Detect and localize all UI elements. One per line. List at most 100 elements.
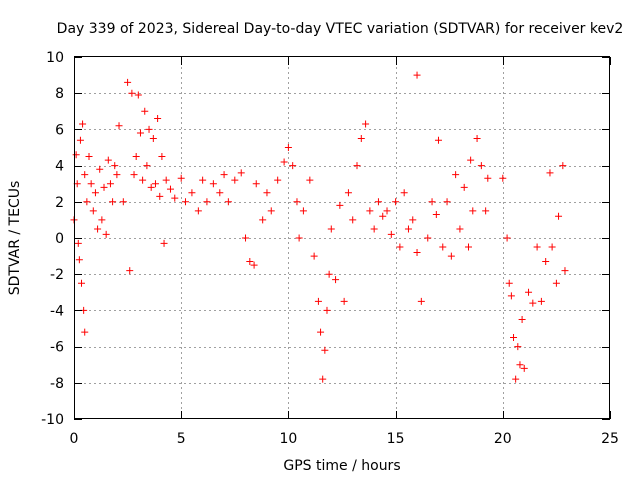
x-tick-label-4: 20 bbox=[494, 431, 512, 447]
data-point-0-4 bbox=[75, 256, 83, 264]
data-point-0-20 bbox=[102, 230, 110, 238]
data-point-0-134 bbox=[529, 299, 537, 307]
data-point-0-14 bbox=[89, 207, 97, 215]
data-point-0-13 bbox=[87, 180, 95, 188]
data-point-0-18 bbox=[98, 216, 106, 224]
data-point-0-33 bbox=[134, 91, 142, 99]
axis-ticks bbox=[74, 57, 611, 420]
data-point-0-54 bbox=[203, 198, 211, 206]
data-point-0-100 bbox=[400, 189, 408, 197]
data-point-0-131 bbox=[518, 315, 526, 323]
y-tick-label-2: -6 bbox=[50, 340, 64, 356]
data-point-0-115 bbox=[460, 183, 468, 191]
data-point-0-6 bbox=[78, 279, 86, 287]
data-point-0-34 bbox=[136, 129, 144, 137]
plot-frame bbox=[74, 56, 610, 419]
data-point-0-63 bbox=[250, 261, 258, 269]
data-point-0-45 bbox=[160, 239, 168, 247]
x-tick-label-5: 25 bbox=[601, 431, 619, 447]
data-point-0-140 bbox=[552, 279, 560, 287]
data-point-0-105 bbox=[417, 297, 425, 305]
y-tick-label-8: 6 bbox=[55, 122, 64, 138]
data-point-0-118 bbox=[469, 207, 477, 215]
data-point-0-3 bbox=[74, 239, 82, 247]
data-point-0-47 bbox=[166, 185, 174, 193]
data-point-0-27 bbox=[119, 198, 127, 206]
data-point-0-32 bbox=[132, 153, 140, 161]
data-point-0-10 bbox=[81, 171, 89, 179]
tick-labels: 0 5 10 15 20 25 -10 -8 -6 -4 -2 0 2 4 6 8 10 bbox=[41, 50, 619, 447]
data-point-0-31 bbox=[130, 171, 138, 179]
data-point-0-67 bbox=[267, 207, 275, 215]
data-point-0-135 bbox=[533, 243, 541, 251]
data-point-0-9 bbox=[81, 328, 89, 336]
data-point-0-83 bbox=[327, 225, 335, 233]
data-point-0-104 bbox=[413, 248, 421, 256]
data-point-0-103 bbox=[413, 71, 421, 79]
x-tick-label-3: 15 bbox=[387, 431, 405, 447]
data-point-0-23 bbox=[109, 198, 117, 206]
data-point-0-42 bbox=[154, 115, 162, 123]
y-tick-label-10: 10 bbox=[46, 50, 64, 66]
data-point-0-28 bbox=[124, 78, 132, 86]
data-point-0-44 bbox=[158, 153, 166, 161]
data-point-0-16 bbox=[94, 225, 102, 233]
data-point-0-73 bbox=[295, 234, 303, 242]
data-point-0-120 bbox=[477, 162, 485, 170]
data-point-0-78 bbox=[317, 328, 325, 336]
data-point-0-81 bbox=[323, 306, 331, 314]
data-point-0-55 bbox=[209, 180, 217, 188]
data-point-0-101 bbox=[404, 225, 412, 233]
data-point-0-93 bbox=[370, 225, 378, 233]
data-point-0-107 bbox=[428, 198, 436, 206]
data-point-0-141 bbox=[555, 212, 563, 220]
data-point-0-114 bbox=[456, 225, 464, 233]
data-point-0-94 bbox=[374, 198, 382, 206]
x-tick-label-2: 10 bbox=[279, 431, 297, 447]
data-point-0-89 bbox=[353, 162, 361, 170]
data-point-0-12 bbox=[85, 153, 93, 161]
y-tick-label-0: -10 bbox=[41, 412, 64, 428]
data-point-0-121 bbox=[482, 207, 490, 215]
data-point-0-41 bbox=[151, 180, 159, 188]
data-point-0-76 bbox=[310, 252, 318, 260]
data-point-0-51 bbox=[188, 189, 196, 197]
data-point-0-59 bbox=[231, 176, 239, 184]
data-point-0-70 bbox=[284, 144, 292, 151]
data-point-0-90 bbox=[357, 134, 365, 142]
data-point-0-112 bbox=[447, 252, 455, 260]
data-point-0-119 bbox=[473, 134, 481, 142]
data-point-0-139 bbox=[548, 243, 556, 251]
data-point-0-60 bbox=[237, 169, 245, 177]
y-tick-label-7: 4 bbox=[55, 159, 64, 175]
y-tick-label-9: 8 bbox=[55, 86, 64, 102]
data-point-0-15 bbox=[91, 189, 99, 197]
data-point-0-109 bbox=[434, 136, 442, 144]
data-point-0-87 bbox=[344, 189, 352, 197]
data-point-0-125 bbox=[505, 279, 513, 287]
data-point-0-124 bbox=[503, 234, 511, 242]
data-point-0-35 bbox=[139, 176, 147, 184]
data-point-0-133 bbox=[525, 288, 533, 296]
y-tick-label-5: 0 bbox=[55, 231, 64, 247]
data-point-0-26 bbox=[115, 122, 123, 130]
data-point-0-69 bbox=[280, 158, 288, 166]
data-point-0-98 bbox=[392, 198, 400, 206]
data-point-0-37 bbox=[143, 162, 151, 170]
data-point-0-43 bbox=[156, 192, 164, 200]
data-point-0-116 bbox=[464, 243, 472, 251]
data-point-0-72 bbox=[293, 198, 301, 206]
chart-title: Day 339 of 2023, Sidereal Day-to-day VTE… bbox=[57, 21, 624, 37]
data-point-0-92 bbox=[366, 207, 374, 215]
data-point-0-61 bbox=[242, 234, 250, 242]
data-point-0-29 bbox=[126, 267, 134, 275]
data-point-0-126 bbox=[507, 292, 515, 300]
data-point-0-30 bbox=[128, 89, 136, 97]
data-point-0-53 bbox=[199, 176, 207, 184]
data-point-0-46 bbox=[162, 176, 170, 184]
y-tick-label-1: -8 bbox=[50, 376, 64, 392]
data-point-0-142 bbox=[559, 162, 567, 170]
data-point-0-39 bbox=[147, 183, 155, 191]
data-point-0-68 bbox=[274, 176, 282, 184]
